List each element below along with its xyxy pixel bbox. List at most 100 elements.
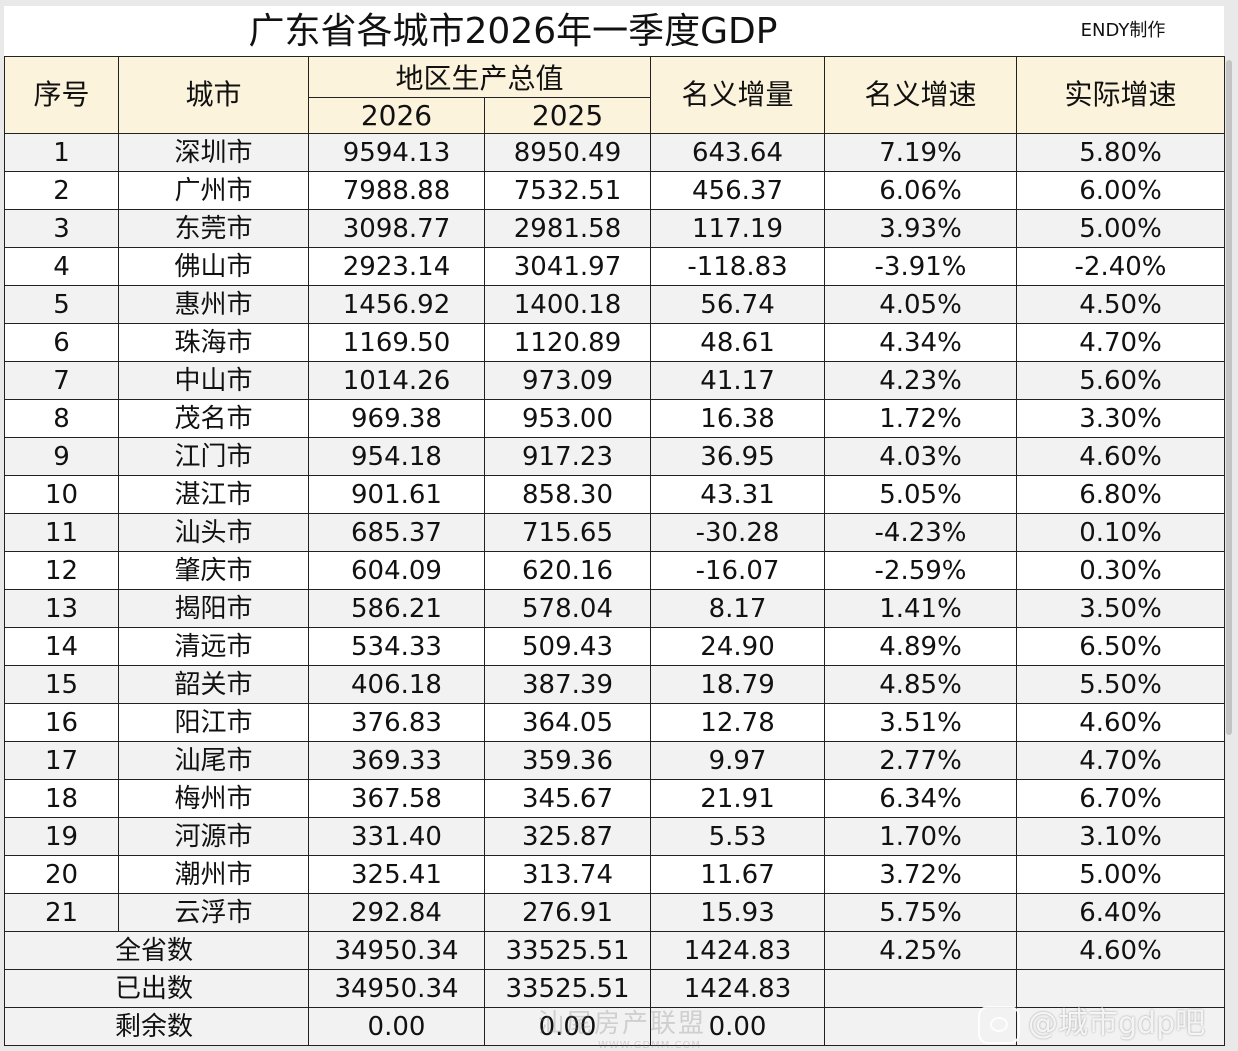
- cell-city[interactable]: 广州市: [118, 171, 309, 210]
- cell-increase[interactable]: 43.31: [650, 475, 826, 514]
- cell-nominal-growth[interactable]: 4.85%: [824, 665, 1018, 704]
- cell-gdp-2025[interactable]: 1120.89: [483, 323, 652, 362]
- header-city[interactable]: 城市: [118, 56, 309, 134]
- cell-index[interactable]: 21: [4, 893, 119, 932]
- table-row[interactable]: 5 惠州市 1456.92 1400.18 56.74 4.05% 4.50%: [4, 285, 1226, 324]
- table-row[interactable]: 11 汕头市 685.37 715.65 -30.28 -4.23% 0.10%: [4, 513, 1226, 552]
- cell-city[interactable]: 清远市: [118, 627, 309, 666]
- cell-real-growth[interactable]: 5.80%: [1016, 133, 1226, 172]
- table-row[interactable]: 9 江门市 954.18 917.23 36.95 4.03% 4.60%: [4, 437, 1226, 476]
- cell-gdp-2025[interactable]: 276.91: [483, 893, 652, 932]
- table-row[interactable]: 15 韶关市 406.18 387.39 18.79 4.85% 5.50%: [4, 665, 1226, 704]
- header-gdp-group[interactable]: 地区生产总值: [307, 56, 652, 98]
- cell-nominal-growth[interactable]: 4.89%: [824, 627, 1018, 666]
- cell-gdp-2025[interactable]: 973.09: [483, 361, 652, 400]
- table-row[interactable]: 21 云浮市 292.84 276.91 15.93 5.75% 6.40%: [4, 893, 1226, 932]
- header-nominal-increase[interactable]: 名义增量: [650, 56, 826, 134]
- cell-real-growth[interactable]: 4.70%: [1016, 741, 1226, 780]
- cell-index[interactable]: 11: [4, 513, 119, 552]
- cell-city[interactable]: 阳江市: [118, 703, 309, 742]
- cell-real-growth[interactable]: 4.50%: [1016, 285, 1226, 324]
- cell-city[interactable]: 河源市: [118, 817, 309, 856]
- cell-index[interactable]: 12: [4, 551, 119, 590]
- cell-increase[interactable]: 5.53: [650, 817, 826, 856]
- cell-index[interactable]: 2: [4, 171, 119, 210]
- cell-gdp-2026[interactable]: 534.33: [308, 627, 485, 666]
- cell-index[interactable]: 6: [4, 323, 119, 362]
- cell-nominal-growth[interactable]: 2.77%: [824, 741, 1018, 780]
- cell-city[interactable]: 湛江市: [118, 475, 309, 514]
- table-row[interactable]: 10 湛江市 901.61 858.30 43.31 5.05% 6.80%: [4, 475, 1226, 514]
- summary-increase[interactable]: 0.00: [650, 1007, 826, 1046]
- summary-row[interactable]: 已出数 34950.34 33525.51 1424.83: [4, 969, 1226, 1008]
- header-real-growth[interactable]: 实际增速: [1016, 56, 1226, 134]
- cell-nominal-growth[interactable]: 1.70%: [824, 817, 1018, 856]
- cell-nominal-growth[interactable]: 4.03%: [824, 437, 1018, 476]
- cell-real-growth[interactable]: 4.70%: [1016, 323, 1226, 362]
- summary-increase[interactable]: 1424.83: [650, 969, 826, 1008]
- cell-gdp-2025[interactable]: 364.05: [483, 703, 652, 742]
- cell-nominal-growth[interactable]: 6.06%: [824, 171, 1018, 210]
- cell-gdp-2026[interactable]: 685.37: [308, 513, 485, 552]
- cell-gdp-2025[interactable]: 620.16: [483, 551, 652, 590]
- cell-increase[interactable]: -16.07: [650, 551, 826, 590]
- cell-real-growth[interactable]: 0.30%: [1016, 551, 1226, 590]
- cell-gdp-2026[interactable]: 325.41: [308, 855, 485, 894]
- cell-index[interactable]: 10: [4, 475, 119, 514]
- cell-gdp-2026[interactable]: 1014.26: [308, 361, 485, 400]
- cell-real-growth[interactable]: 5.00%: [1016, 855, 1226, 894]
- cell-city[interactable]: 中山市: [118, 361, 309, 400]
- cell-nominal-growth[interactable]: 4.05%: [824, 285, 1018, 324]
- cell-gdp-2025[interactable]: 578.04: [483, 589, 652, 628]
- summary-real-growth[interactable]: [1016, 1007, 1226, 1046]
- cell-real-growth[interactable]: 5.60%: [1016, 361, 1226, 400]
- cell-gdp-2025[interactable]: 509.43: [483, 627, 652, 666]
- cell-gdp-2026[interactable]: 367.58: [308, 779, 485, 818]
- cell-gdp-2025[interactable]: 8950.49: [483, 133, 652, 172]
- cell-real-growth[interactable]: 4.60%: [1016, 437, 1226, 476]
- cell-index[interactable]: 14: [4, 627, 119, 666]
- cell-gdp-2025[interactable]: 2981.58: [483, 209, 652, 248]
- summary-gdp-2025[interactable]: 0.00: [483, 1007, 652, 1046]
- summary-real-growth[interactable]: [1016, 969, 1226, 1008]
- cell-increase[interactable]: 117.19: [650, 209, 826, 248]
- cell-city[interactable]: 茂名市: [118, 399, 309, 438]
- summary-gdp-2026[interactable]: 0.00: [308, 1007, 485, 1046]
- header-index[interactable]: 序号: [4, 56, 119, 134]
- vertical-scrollbar[interactable]: [1226, 60, 1232, 735]
- cell-city[interactable]: 汕尾市: [118, 741, 309, 780]
- cell-real-growth[interactable]: 3.50%: [1016, 589, 1226, 628]
- cell-real-growth[interactable]: 5.00%: [1016, 209, 1226, 248]
- cell-gdp-2026[interactable]: 331.40: [308, 817, 485, 856]
- cell-city[interactable]: 韶关市: [118, 665, 309, 704]
- cell-gdp-2025[interactable]: 715.65: [483, 513, 652, 552]
- cell-city[interactable]: 江门市: [118, 437, 309, 476]
- cell-gdp-2026[interactable]: 604.09: [308, 551, 485, 590]
- cell-index[interactable]: 9: [4, 437, 119, 476]
- cell-increase[interactable]: 16.38: [650, 399, 826, 438]
- header-year-2026[interactable]: 2026: [308, 97, 485, 134]
- cell-gdp-2025[interactable]: 953.00: [483, 399, 652, 438]
- cell-increase[interactable]: 56.74: [650, 285, 826, 324]
- table-row[interactable]: 7 中山市 1014.26 973.09 41.17 4.23% 5.60%: [4, 361, 1226, 400]
- table-row[interactable]: 18 梅州市 367.58 345.67 21.91 6.34% 6.70%: [4, 779, 1226, 818]
- table-row[interactable]: 1 深圳市 9594.13 8950.49 643.64 7.19% 5.80%: [4, 133, 1226, 172]
- cell-increase[interactable]: 36.95: [650, 437, 826, 476]
- cell-index[interactable]: 18: [4, 779, 119, 818]
- cell-gdp-2025[interactable]: 313.74: [483, 855, 652, 894]
- cell-city[interactable]: 佛山市: [118, 247, 309, 286]
- cell-gdp-2025[interactable]: 7532.51: [483, 171, 652, 210]
- cell-index[interactable]: 20: [4, 855, 119, 894]
- cell-gdp-2026[interactable]: 954.18: [308, 437, 485, 476]
- cell-city[interactable]: 惠州市: [118, 285, 309, 324]
- cell-index[interactable]: 7: [4, 361, 119, 400]
- cell-nominal-growth[interactable]: 5.05%: [824, 475, 1018, 514]
- cell-gdp-2026[interactable]: 2923.14: [308, 247, 485, 286]
- cell-gdp-2026[interactable]: 901.61: [308, 475, 485, 514]
- cell-index[interactable]: 15: [4, 665, 119, 704]
- cell-real-growth[interactable]: 6.70%: [1016, 779, 1226, 818]
- cell-city[interactable]: 东莞市: [118, 209, 309, 248]
- cell-city[interactable]: 揭阳市: [118, 589, 309, 628]
- cell-gdp-2025[interactable]: 325.87: [483, 817, 652, 856]
- cell-increase[interactable]: 18.79: [650, 665, 826, 704]
